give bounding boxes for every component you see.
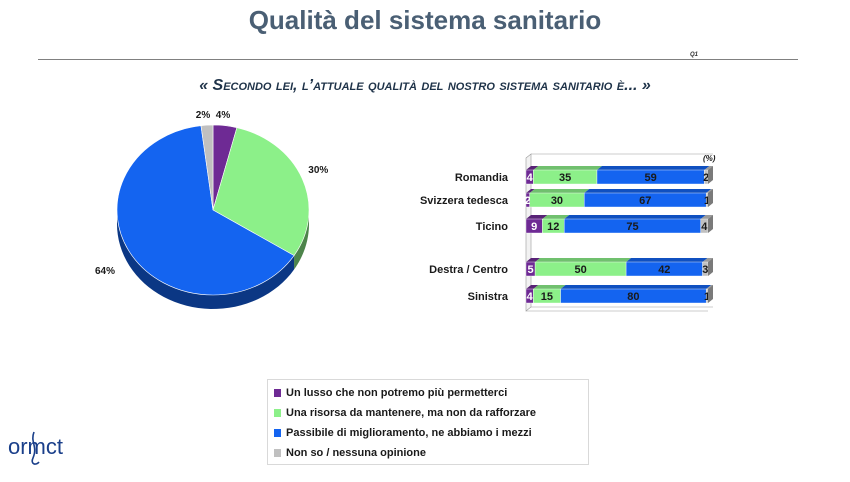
page-title: Qualità del sistema sanitario [248,5,602,35]
bar-category-label: Destra / Centro [429,264,508,276]
bar-segment-top [626,258,708,262]
bar-segment-top [706,189,713,193]
logo-wordmark: ormct [8,434,63,459]
legend-swatch [274,429,281,437]
pie-slice [116,125,295,296]
bar-data-label: 1 [704,291,710,303]
bar-data-label: 5 [527,264,533,276]
bar-segment-side [708,215,713,233]
bar-segment-top [542,215,570,219]
legend-swatch [274,409,281,417]
question-text: « Secondo lei, l’attuale qualità del nos… [199,77,651,94]
bar-data-label: 1 [704,195,710,207]
bar-category-label: Sinistra [468,291,509,303]
legend-item-nonso: Non so / nessuna opinione [274,443,588,463]
bar-segment-top [560,285,712,289]
pie-data-label: 30% [308,165,328,176]
bar-segment-top [596,166,710,170]
bar-data-label: 4 [527,291,534,303]
pie-data-label: 4% [216,110,231,121]
pie-slice [212,127,310,256]
legend-label: Passibile di miglioramento, ne abbiamo i… [286,427,532,439]
ormct-logo: ormct [8,431,63,465]
pie-data-label: 64% [95,266,115,277]
pie-chart: 4% 30% 64% 2% [95,110,328,309]
bar-segment-top [526,285,539,289]
bar-segment-top [533,285,566,289]
bar-data-label: 75 [626,221,638,233]
bar-segment-top [526,189,535,193]
bar-segment-top [706,285,713,289]
bar-segment-side [708,285,713,303]
bar-segment-side [708,166,713,184]
bar-category-label: Romandia [455,172,509,184]
bar-data-label: 2 [703,172,709,184]
bar-data-label: 35 [559,172,571,184]
bar-segment-top [535,258,632,262]
legend-swatch [274,449,281,457]
bar-segment-top [529,189,590,193]
legend-item-risorsa: Una risorsa da mantenere, ma non da raff… [274,403,588,423]
bar-data-label: 59 [645,172,657,184]
legend-item-lusso: Un lusso che non potremo più permetterci [274,383,588,403]
bar-data-label: 2 [525,195,531,207]
bar-unit-label: (%) [703,154,716,163]
bar-data-label: 4 [527,172,534,184]
legend-swatch [274,389,281,397]
bar-category-label: Svizzera tedesca [420,195,509,207]
chart-legend: Un lusso che non potremo più permetterci… [267,379,589,465]
legend-label: Una risorsa da mantenere, ma non da raff… [286,407,537,419]
bar-segment-top [700,215,713,219]
title-divider [38,59,798,60]
bar-data-label: 15 [541,291,553,303]
bar-segment-top [526,166,539,170]
legend-item-passibile: Passibile di miglioramento, ne abbiamo i… [274,423,588,443]
pie-slice-side [117,210,295,309]
bar-category-label: Ticino [476,221,508,233]
question-code: Q1 [690,52,699,58]
bar-data-label: 9 [531,221,537,233]
legend-label: Non so / nessuna opinione [286,447,426,459]
bar-data-label: 4 [701,221,708,233]
bar-segment-top [526,215,548,219]
bar-segment-top [704,166,713,170]
bar-data-label: 3 [702,264,708,276]
bar-segment-top [533,166,602,170]
bar-data-label: 30 [551,195,563,207]
bar-segment-top [526,258,541,262]
pie-data-label: 2% [196,110,211,121]
bar-segment-side [708,189,713,207]
pie-slice [200,124,214,211]
bar-data-label: 12 [547,221,559,233]
bar-data-label: 67 [639,195,651,207]
bar-data-label: 50 [574,264,586,276]
pie-slice-side [294,210,309,270]
bar-data-label: 42 [658,264,670,276]
bar-segment-side [708,258,713,276]
bar-data-label: 80 [627,291,639,303]
legend-label: Un lusso che non potremo più permetterci [286,387,508,399]
bar-segment-top [584,189,712,193]
bar-segment-top [702,258,713,262]
bar-segment-top [564,215,706,219]
